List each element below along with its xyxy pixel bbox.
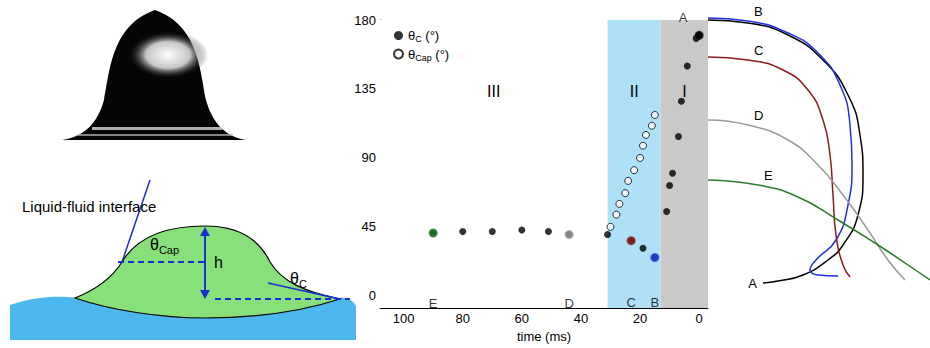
svg-text:Cap: Cap	[415, 53, 432, 63]
svg-text:θ: θ	[408, 28, 415, 43]
svg-text:90: 90	[362, 150, 376, 165]
svg-text:20: 20	[633, 311, 647, 326]
svg-text:C: C	[415, 34, 422, 44]
svg-text:135: 135	[354, 81, 376, 96]
svg-text:I: I	[682, 83, 686, 100]
svg-text:II: II	[630, 83, 639, 100]
svg-text:Liquid-fluid interface: Liquid-fluid interface	[22, 198, 156, 215]
svg-text:45: 45	[362, 219, 376, 234]
svg-text:θ: θ	[408, 47, 415, 62]
svg-text:(°): (°)	[432, 47, 449, 62]
svg-text:C: C	[754, 43, 763, 58]
svg-text:180: 180	[354, 13, 376, 28]
svg-text:40: 40	[574, 311, 588, 326]
svg-text:100: 100	[393, 311, 415, 326]
svg-text:D: D	[564, 296, 573, 311]
svg-text:(°): (°)	[422, 28, 439, 43]
svg-text:B: B	[650, 295, 659, 310]
svg-text:B: B	[754, 4, 763, 19]
svg-text:h: h	[214, 254, 223, 271]
svg-text:A: A	[748, 276, 757, 291]
svg-text:III: III	[487, 83, 500, 100]
svg-text:θC: θC	[290, 270, 307, 290]
svg-text:E: E	[429, 296, 438, 311]
svg-text:C: C	[626, 295, 635, 310]
svg-text:A: A	[679, 10, 688, 25]
svg-text:θCap: θCap	[150, 236, 179, 256]
svg-text:D: D	[754, 108, 763, 123]
svg-text:E: E	[764, 168, 773, 183]
svg-text:80: 80	[456, 311, 470, 326]
svg-text:60: 60	[515, 311, 529, 326]
svg-text:time (ms): time (ms)	[517, 329, 571, 344]
svg-text:0: 0	[369, 288, 376, 303]
svg-text:0: 0	[696, 311, 703, 326]
